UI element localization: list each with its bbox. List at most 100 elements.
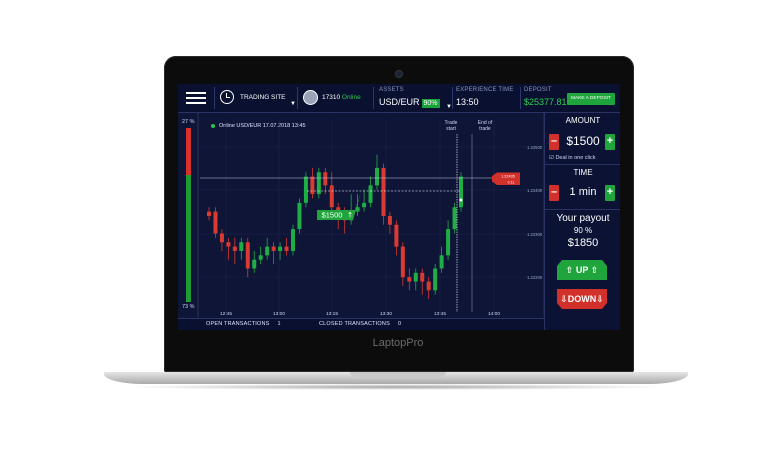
candle-body: [245, 242, 250, 269]
candle-body: [258, 255, 263, 260]
candle-body: [394, 224, 399, 247]
candle-body: [400, 246, 405, 278]
trade-badge-amount: $1500: [322, 211, 343, 220]
online-count: 17310: [322, 94, 341, 101]
candle-body: [303, 176, 308, 203]
trade-badge: [317, 192, 361, 220]
make-deposit-button[interactable]: MAKE A DEPOSIT: [567, 93, 615, 105]
current-point-marker: [459, 198, 463, 202]
candle-body: [278, 246, 283, 251]
y-tick-label: 1.22300: [527, 232, 543, 237]
amount-minus-button[interactable]: –: [549, 134, 559, 150]
down-button[interactable]: ⇩DOWN⇩: [557, 289, 607, 309]
clock-icon: [220, 90, 234, 104]
candle-body: [329, 185, 334, 208]
candle-body: [446, 229, 451, 256]
candle-body: [375, 167, 379, 186]
deposit-value: $25377.81: [524, 97, 567, 107]
candle-body: [387, 215, 392, 225]
open-transactions[interactable]: OPEN TRANSACTIONS 1: [206, 321, 281, 327]
candle-body: [219, 233, 224, 243]
experience-time-value[interactable]: 13:50: [456, 97, 479, 107]
trade-start-line1: Trade: [444, 120, 458, 126]
candle-body: [310, 176, 315, 195]
transactions-footer: OPEN TRANSACTIONS 1 CLOSED TRANSACTIONS 0: [178, 318, 544, 330]
online-word: Online: [341, 94, 361, 101]
y-tick-label: 1.22500: [527, 145, 543, 150]
price-tag-sub: 0.11: [508, 181, 515, 185]
candle-body: [452, 207, 457, 230]
candle-body: [439, 255, 444, 269]
laptop-shadow: [120, 384, 672, 390]
x-tick-label: 13:00: [273, 311, 285, 317]
x-tick-label: 13:15: [326, 311, 338, 317]
divider: [373, 87, 374, 109]
amount-value[interactable]: $1500: [566, 134, 600, 148]
assets-label: ASSETS: [379, 87, 404, 93]
time-minus-button[interactable]: –: [549, 185, 559, 201]
candle-body: [297, 202, 302, 230]
y-tick-label: 1.22200: [527, 275, 543, 280]
trade-start-line2: start: [446, 126, 456, 132]
candle-body: [426, 281, 431, 291]
time-plus-button[interactable]: +: [605, 185, 615, 201]
panel-divider: [545, 164, 620, 165]
trade-start-label: Trade start: [436, 120, 466, 132]
candle-body: [362, 202, 367, 208]
experience-time-label: EXPERIENCE TIME: [456, 87, 514, 93]
hamburger-menu-icon[interactable]: [186, 92, 206, 104]
arrow-up-icon: ⇧: [590, 265, 599, 275]
deposit-label: DEPOSIT: [524, 87, 552, 93]
x-tick-label: 13:30: [380, 311, 392, 317]
payout-title: Your payout: [556, 213, 610, 224]
panel-divider: [545, 209, 620, 210]
chevron-down-icon[interactable]: ▼: [446, 104, 452, 110]
ratio-bottom: 73 %: [182, 304, 195, 310]
time-value[interactable]: 1 min: [569, 186, 597, 198]
arrow-up-icon: ⇧: [565, 265, 574, 275]
payout-percent: 90 %: [573, 226, 593, 235]
asset-selector[interactable]: USD/EUR 90%: [379, 97, 440, 108]
open-transactions-count: 1: [277, 321, 281, 327]
candle-body: [323, 172, 328, 186]
sentiment-bar-red: [186, 128, 191, 175]
avatar[interactable]: [303, 90, 318, 105]
trading-site-label[interactable]: TRADING SITE: [240, 94, 286, 101]
arrow-down-icon: ⇩: [560, 294, 568, 304]
candle-body: [284, 246, 289, 251]
divider: [297, 87, 298, 109]
laptop-base-notch: [350, 372, 446, 377]
candle-body: [213, 211, 218, 234]
closed-transactions[interactable]: CLOSED TRANSACTIONS 0: [319, 321, 401, 327]
up-button[interactable]: ⇧ UP ⇧: [557, 260, 607, 280]
trade-panel: AMOUNT – $1500 + ☑ Deal in one click TIM…: [544, 113, 620, 330]
candle-body: [271, 246, 276, 251]
top-bar: TRADING SITE ▼ 17310 Online ASSETS USD/E…: [178, 84, 620, 113]
candle-body: [368, 185, 373, 203]
one-click-checkbox[interactable]: ☑ Deal in one click: [549, 155, 596, 161]
candlestick-chart[interactable]: $1500 ↑ 1.22435 0.11 1.22500 1.22400 1.22300 1…: [178, 84, 544, 330]
payout-amount: $1850: [567, 237, 599, 249]
chart-title: Online USD/EUR 17.07.2018 13:45: [211, 123, 306, 129]
arrow-down-icon: ⇩: [596, 294, 604, 304]
closed-transactions-label: CLOSED TRANSACTIONS: [319, 321, 390, 327]
candle-body: [413, 272, 418, 282]
divider: [452, 87, 453, 109]
end-of-trade-line2: trade: [479, 126, 491, 132]
candle-body: [239, 242, 244, 251]
chevron-down-icon[interactable]: ▼: [290, 101, 296, 107]
candle-body: [355, 207, 360, 212]
asset-payout-badge: 90%: [421, 99, 440, 108]
candle-body: [265, 246, 270, 256]
time-label: TIME: [573, 168, 593, 177]
x-tick-label: 13:45: [434, 311, 446, 317]
amount-plus-button[interactable]: +: [605, 134, 615, 150]
closed-transactions-count: 0: [397, 321, 402, 327]
candle-body: [232, 246, 237, 251]
end-of-trade-line1: End of: [477, 120, 493, 126]
amount-label: AMOUNT: [565, 116, 601, 125]
open-transactions-label: OPEN TRANSACTIONS: [206, 321, 270, 327]
camera-icon: [395, 70, 403, 78]
candle-body: [226, 242, 231, 247]
online-users: 17310 Online: [322, 94, 361, 101]
